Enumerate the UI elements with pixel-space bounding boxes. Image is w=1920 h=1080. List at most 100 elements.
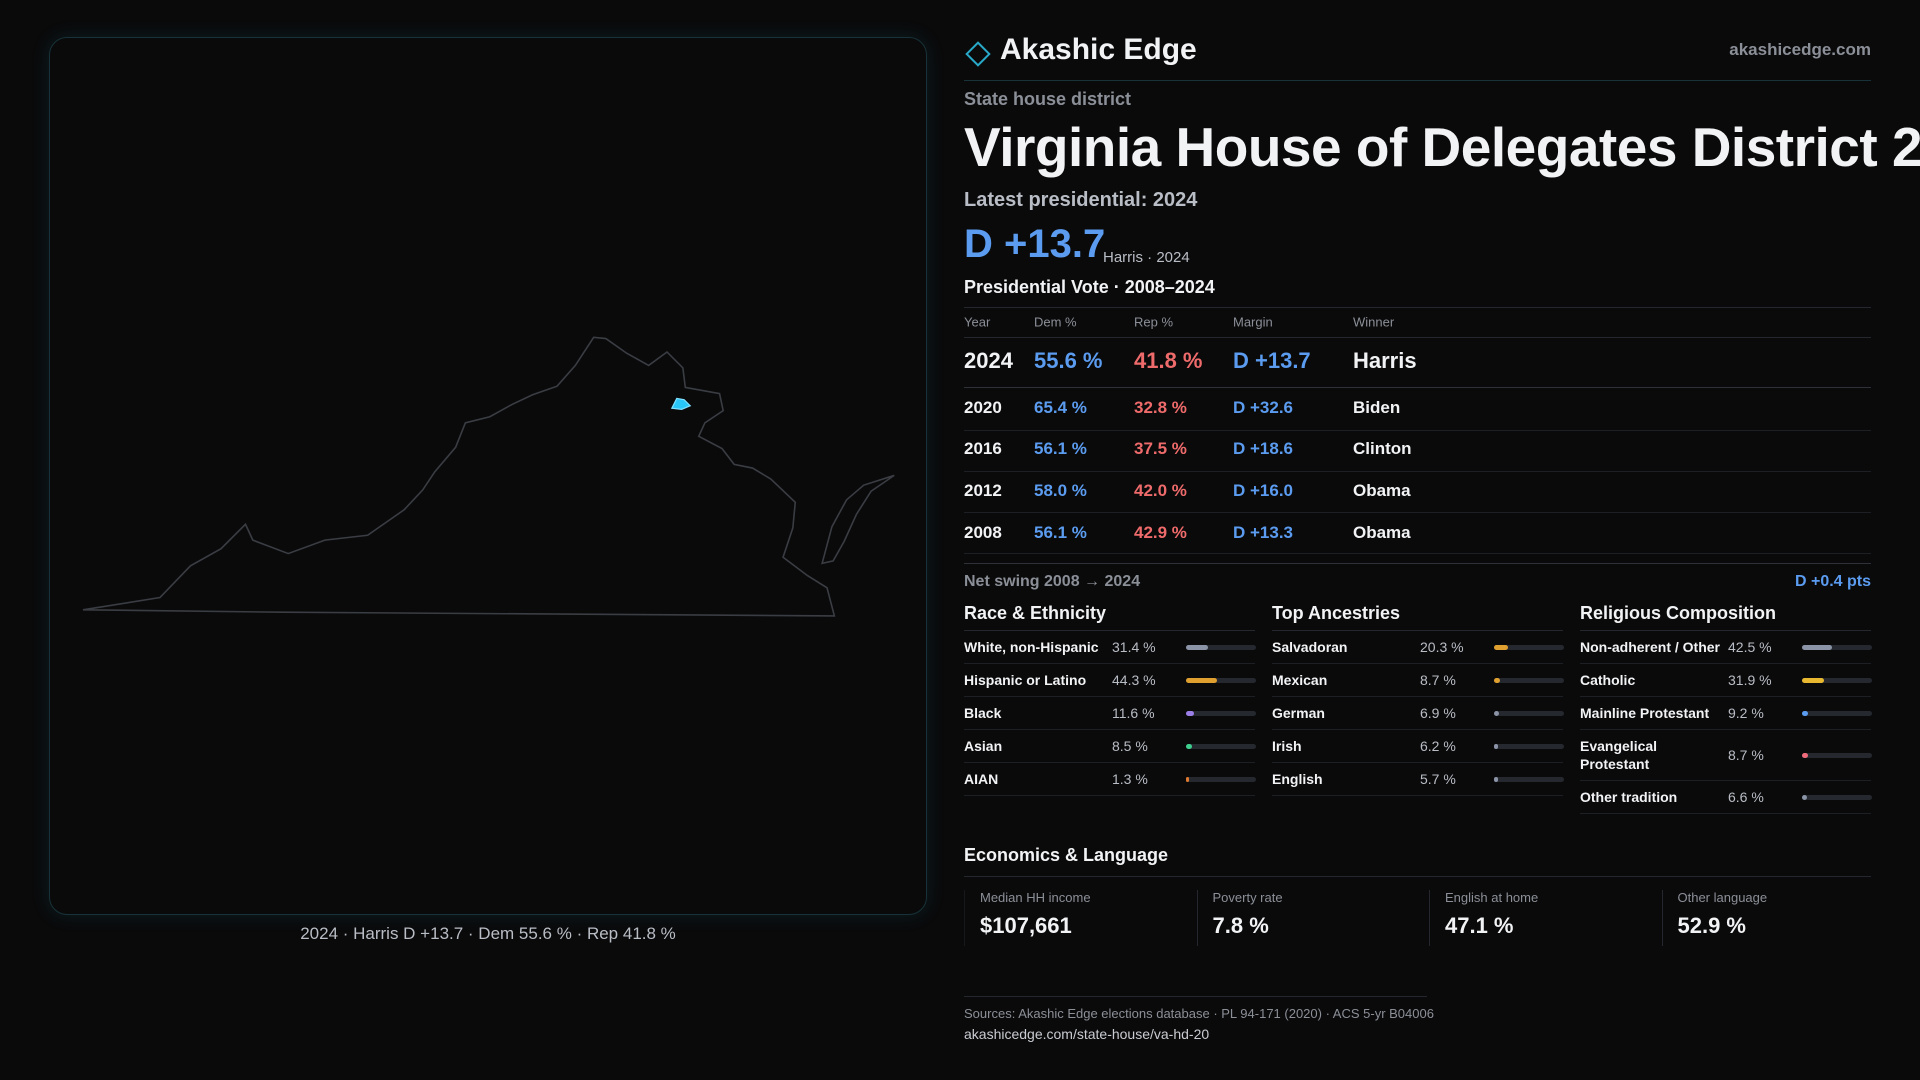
stat-value: 52.9 % <box>1677 913 1747 938</box>
map-caption: 2024 · Harris D +13.7 · Dem 55.6 % · Rep… <box>300 924 676 943</box>
divider <box>964 471 1871 472</box>
stat-box: English at home 47.1 % <box>1429 890 1660 946</box>
demographic-row: English 5.7 % <box>1272 763 1564 796</box>
stat-value: $107,661 <box>980 913 1072 938</box>
row-value: 1.3 % <box>1112 771 1148 787</box>
row-label: Black <box>964 705 1002 721</box>
divider <box>964 553 1871 554</box>
district-shape <box>670 397 692 411</box>
divider <box>964 80 1871 81</box>
table-cell: 41.8 % <box>1134 348 1203 373</box>
table-cell: Obama <box>1353 481 1411 500</box>
bar-track <box>1186 710 1256 716</box>
district-kind: State house district <box>964 89 1132 109</box>
row-value: 20.3 % <box>1420 639 1464 655</box>
brand: Akashic Edge <box>1000 33 1197 66</box>
demographic-row: Catholic 31.9 % <box>1580 664 1872 697</box>
row-label: Mexican <box>1272 672 1328 688</box>
row-value: 6.2 % <box>1420 738 1456 754</box>
bar <box>1494 677 1501 683</box>
table-cell: 56.1 % <box>1034 439 1087 458</box>
bar <box>1802 794 1807 800</box>
source-url: akashicedge.com/state-house/va-hd-20 <box>964 1026 1210 1042</box>
latest-note: Harris · 2024 <box>1103 249 1190 266</box>
demographic-row: Mexican 8.7 % <box>1272 664 1564 697</box>
demographic-row: Mainline Protestant 9.2 % <box>1580 697 1872 730</box>
map-panel <box>49 37 927 915</box>
row-value: 5.7 % <box>1420 771 1456 787</box>
table-cell: 65.4 % <box>1034 398 1087 417</box>
site: akashicedge.com <box>1729 40 1871 59</box>
economics-title: Economics & Language <box>964 845 1169 865</box>
bar-track <box>1186 677 1256 683</box>
bar <box>1186 677 1217 683</box>
bar <box>1494 776 1498 782</box>
bar-track <box>1186 776 1256 782</box>
sources: Sources: Akashic Edge elections database… <box>964 1006 1434 1021</box>
table-cell: 2020 <box>964 398 1002 417</box>
table-cell: 42.0 % <box>1134 481 1187 500</box>
table-cell: 42.9 % <box>1134 523 1187 542</box>
bar <box>1186 644 1208 650</box>
bar-track <box>1494 743 1564 749</box>
row-value: 44.3 % <box>1112 672 1156 688</box>
demographic-row: Asian 8.5 % <box>964 730 1256 763</box>
table-cell: 2008 <box>964 523 1002 542</box>
row-label: Asian <box>964 738 1003 754</box>
net-swing-label: Net swing 2008 → 2024 <box>964 573 1141 590</box>
table-cell: D +16.0 <box>1233 481 1294 500</box>
stat-box: Median HH income $107,661 <box>964 890 1195 946</box>
bar-track <box>1494 644 1564 650</box>
column-header: Winner <box>1353 314 1395 330</box>
row-value: 8.5 % <box>1112 738 1148 754</box>
net-swing-value: D +0.4 pts <box>1794 573 1871 590</box>
row-label: Mainline Protestant <box>1580 705 1710 721</box>
bar <box>1802 644 1832 650</box>
table-cell: 58.0 % <box>1034 481 1087 500</box>
row-label: English <box>1272 771 1323 787</box>
divider <box>964 430 1871 431</box>
demographic-row: Non-adherent / Other 42.5 % <box>1580 631 1872 664</box>
bar-track <box>1494 710 1564 716</box>
divider <box>964 996 1427 997</box>
demographic-row: Hispanic or Latino 44.3 % <box>964 664 1256 697</box>
table-title: Presidential Vote · 2008–2024 <box>964 277 1215 297</box>
bar-track <box>1494 677 1564 683</box>
row-value: 8.7 % <box>1420 672 1456 688</box>
bar <box>1802 752 1809 758</box>
divider <box>964 563 1871 564</box>
row-label: German <box>1272 705 1325 721</box>
state-map <box>82 336 895 617</box>
table-cell: Harris <box>1353 348 1417 373</box>
row-label: Other tradition <box>1580 789 1678 805</box>
table-cell: Clinton <box>1353 439 1412 458</box>
table-cell: Obama <box>1353 523 1411 542</box>
stat-label: English at home <box>1445 890 1539 905</box>
eastern-shore <box>821 474 895 565</box>
divider <box>964 387 1871 388</box>
stat-value: 7.8 % <box>1212 913 1269 938</box>
bar-track <box>1802 794 1872 800</box>
row-label: Salvadoran <box>1272 639 1348 655</box>
row-value: 9.2 % <box>1728 705 1764 721</box>
table-cell: D +13.3 <box>1233 523 1294 542</box>
bar-track <box>1494 776 1564 782</box>
table-cell: 2012 <box>964 481 1002 500</box>
bar-track <box>1802 710 1872 716</box>
row-label: Irish <box>1272 738 1302 754</box>
bar-track <box>1186 743 1256 749</box>
divider <box>964 307 1871 308</box>
row-value: 31.9 % <box>1728 672 1772 688</box>
table-cell: D +18.6 <box>1233 439 1294 458</box>
table-cell: 32.8 % <box>1134 398 1187 417</box>
divider <box>964 512 1871 513</box>
row-value: 11.6 % <box>1112 705 1155 721</box>
row-label: White, non-Hispanic <box>964 639 1099 655</box>
divider <box>964 337 1871 338</box>
ancestry-panel: Top Ancestries Salvadoran 20.3 % Mexican 8.7… <box>1272 600 1564 796</box>
race-panel: Race & Ethnicity White, non-Hispanic 31.4 … <box>964 600 1256 796</box>
table-cell: 56.1 % <box>1034 523 1087 542</box>
bar-track <box>1802 644 1872 650</box>
demographic-row: Black 11.6 % <box>964 697 1256 730</box>
